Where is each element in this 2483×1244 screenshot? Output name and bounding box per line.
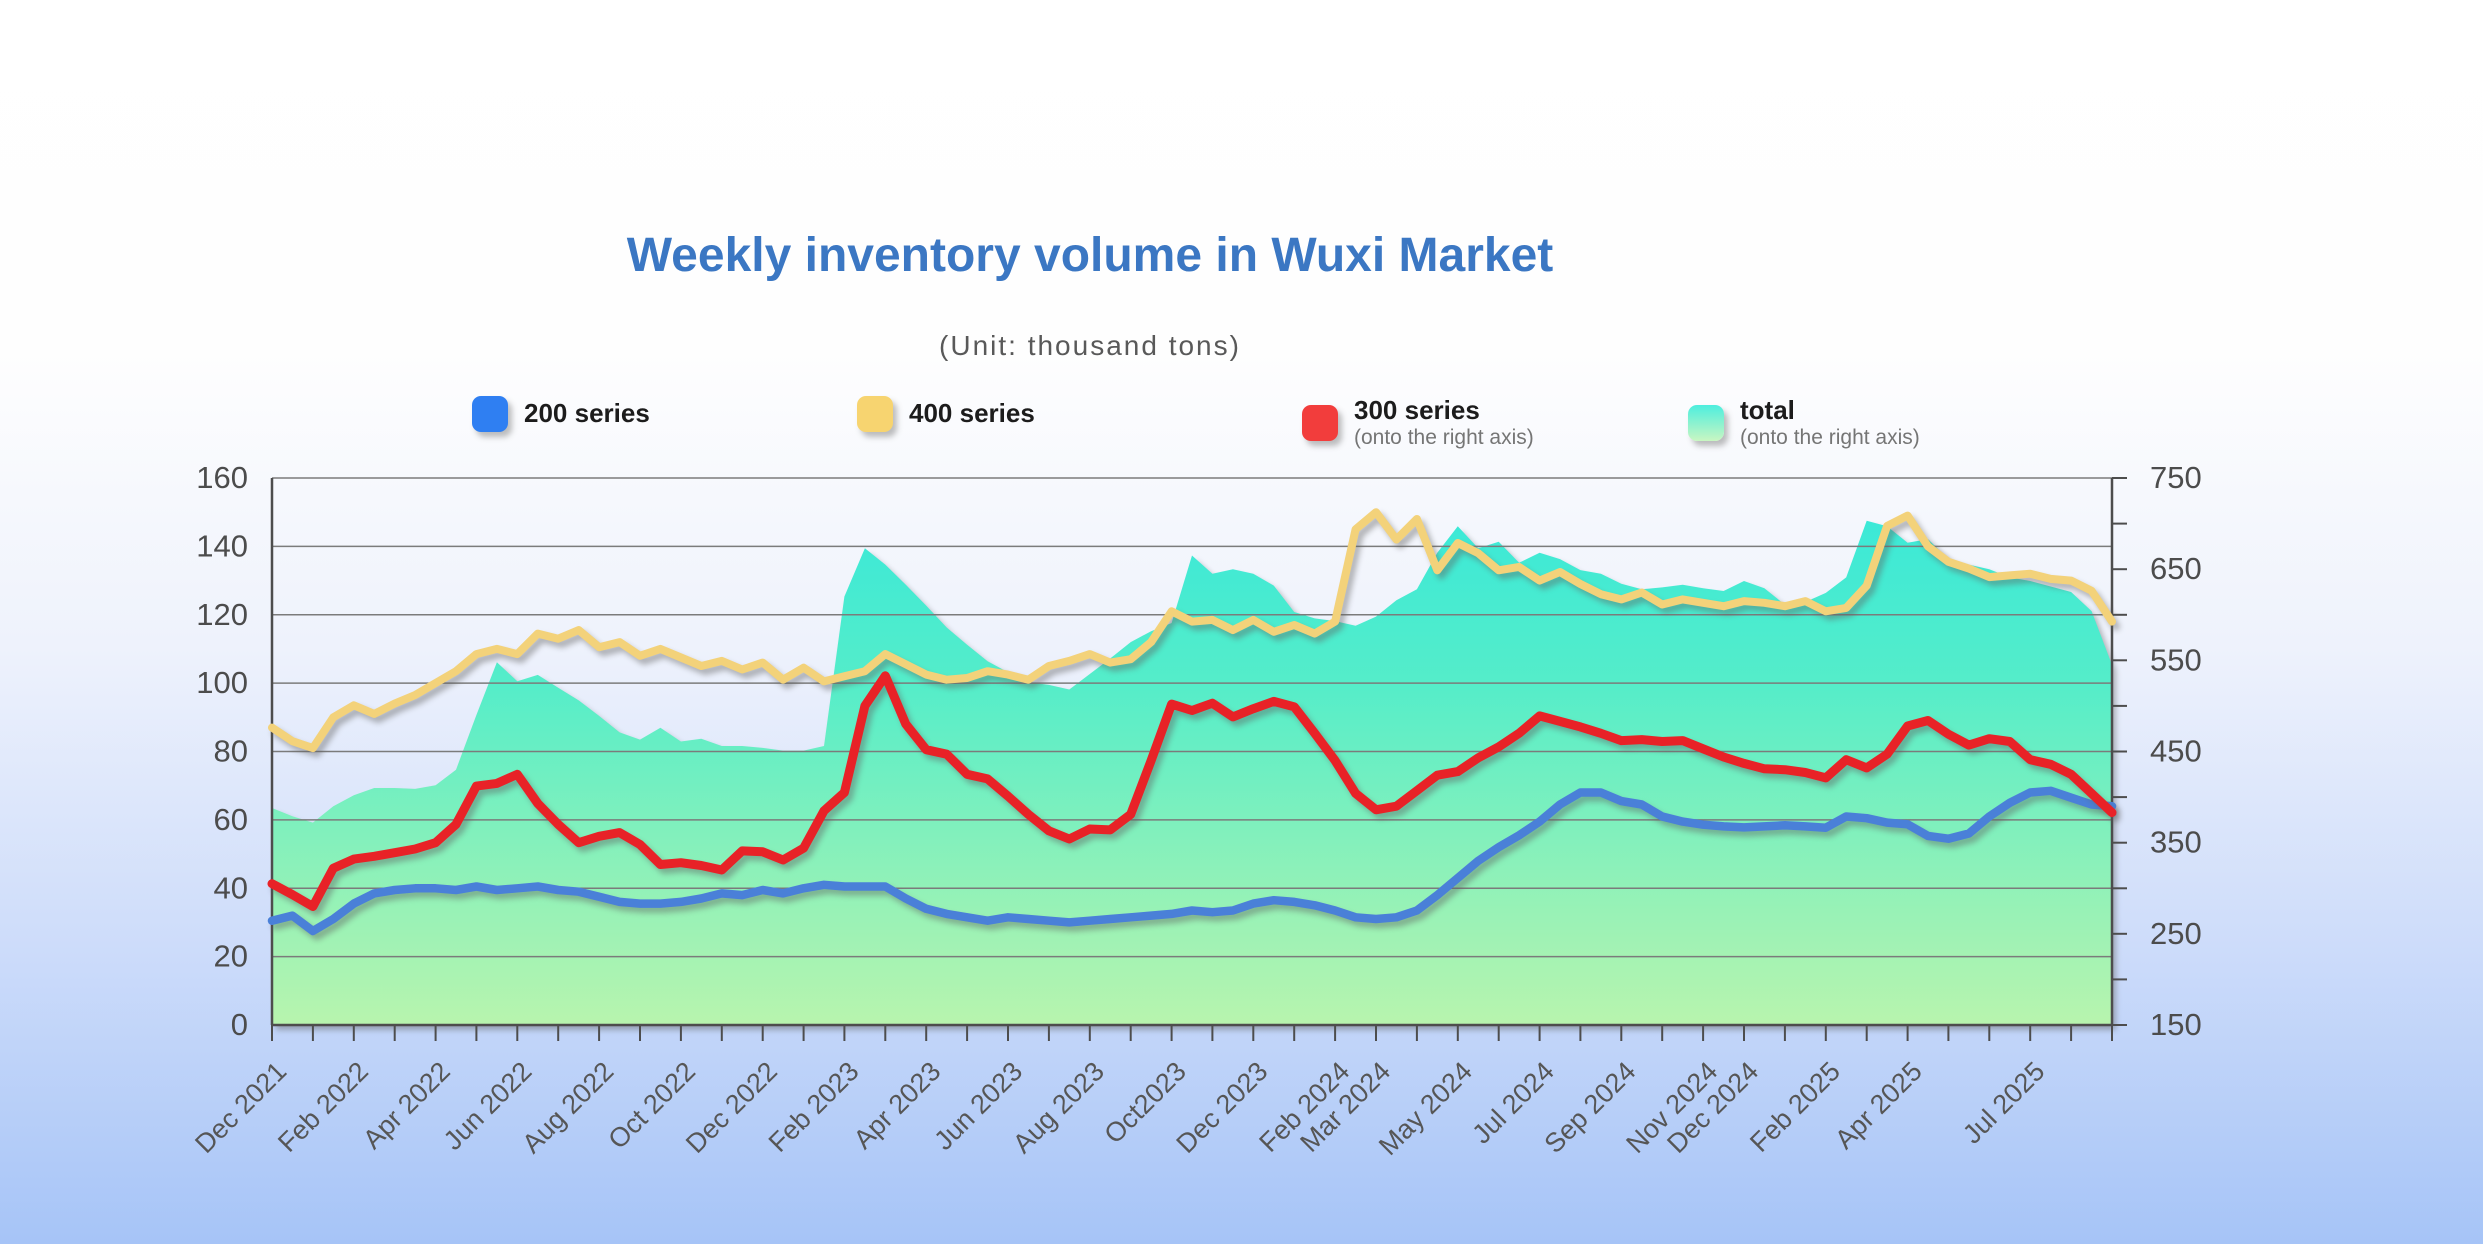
legend-item-300-series: 300 series (onto the right axis) <box>1302 395 1534 450</box>
y-axis-left-label: 160 <box>196 460 248 495</box>
chart-title: Weekly inventory volume in Wuxi Market <box>626 229 1554 282</box>
legend-item-200-series: 200 series <box>472 396 650 432</box>
y-axis-right-label: 550 <box>2150 642 2202 677</box>
y-axis-right-label: 350 <box>2150 825 2202 860</box>
legend-swatch-400-series <box>857 396 893 432</box>
legend-note-total: (onto the right axis) <box>1740 425 1920 449</box>
x-axis-label: Jul 2025 <box>1957 1056 2050 1149</box>
y-axis-right-label: 450 <box>2150 734 2202 769</box>
legend-item-400-series: 400 series <box>857 396 1035 432</box>
y-axis-left-label: 80 <box>214 734 248 769</box>
y-axis-right-label: 650 <box>2150 551 2202 586</box>
legend-label-300-series: 300 series <box>1354 395 1480 425</box>
y-axis-left-label: 120 <box>196 597 248 632</box>
legend-swatch-300-series <box>1302 405 1338 442</box>
y-axis-left-label: 40 <box>214 870 248 905</box>
legend-swatch-total <box>1688 405 1724 442</box>
x-axis-label: Apr 2022 <box>357 1056 456 1155</box>
y-axis-right-label: 250 <box>2150 916 2202 951</box>
legend-item-total: total (onto the right axis) <box>1688 395 1920 450</box>
y-axis-left-label: 140 <box>196 528 248 563</box>
x-axis-label: Aug 2022 <box>516 1056 619 1159</box>
x-axis-label: Apr 2025 <box>1829 1056 1928 1155</box>
x-axis-label: Aug 2023 <box>1007 1056 1110 1159</box>
series-area-total <box>272 520 2112 1025</box>
legend-swatch-200-series <box>472 396 508 432</box>
x-axis-label: Dec 2022 <box>680 1056 783 1159</box>
legend-note-300-series: (onto the right axis) <box>1354 425 1534 449</box>
series-line-200 <box>267 786 2117 936</box>
x-axis-label: Feb 2023 <box>763 1056 865 1158</box>
legend-label-total: total <box>1740 395 1795 425</box>
y-axis-left-label: 60 <box>214 802 248 837</box>
y-axis-left-label: 100 <box>196 665 248 700</box>
y-axis-left-label: 20 <box>214 939 248 974</box>
x-axis-label: Feb 2025 <box>1744 1056 1846 1158</box>
series-line-300 <box>267 671 2117 911</box>
legend-label-200-series: 200 series <box>524 398 650 429</box>
x-axis-label: Apr 2023 <box>848 1056 947 1155</box>
series-line-400 <box>268 508 2116 753</box>
x-axis-label: Dec 2021 <box>189 1056 292 1159</box>
legend-label-400-series: 400 series <box>909 398 1035 429</box>
y-axis-right-label: 750 <box>2150 460 2202 495</box>
x-axis-label: Feb 2022 <box>272 1056 374 1158</box>
y-axis-left-label: 0 <box>231 1007 248 1042</box>
y-axis-right-label: 150 <box>2150 1007 2202 1042</box>
chart-subtitle: (Unit: thousand tons) <box>939 330 1241 361</box>
